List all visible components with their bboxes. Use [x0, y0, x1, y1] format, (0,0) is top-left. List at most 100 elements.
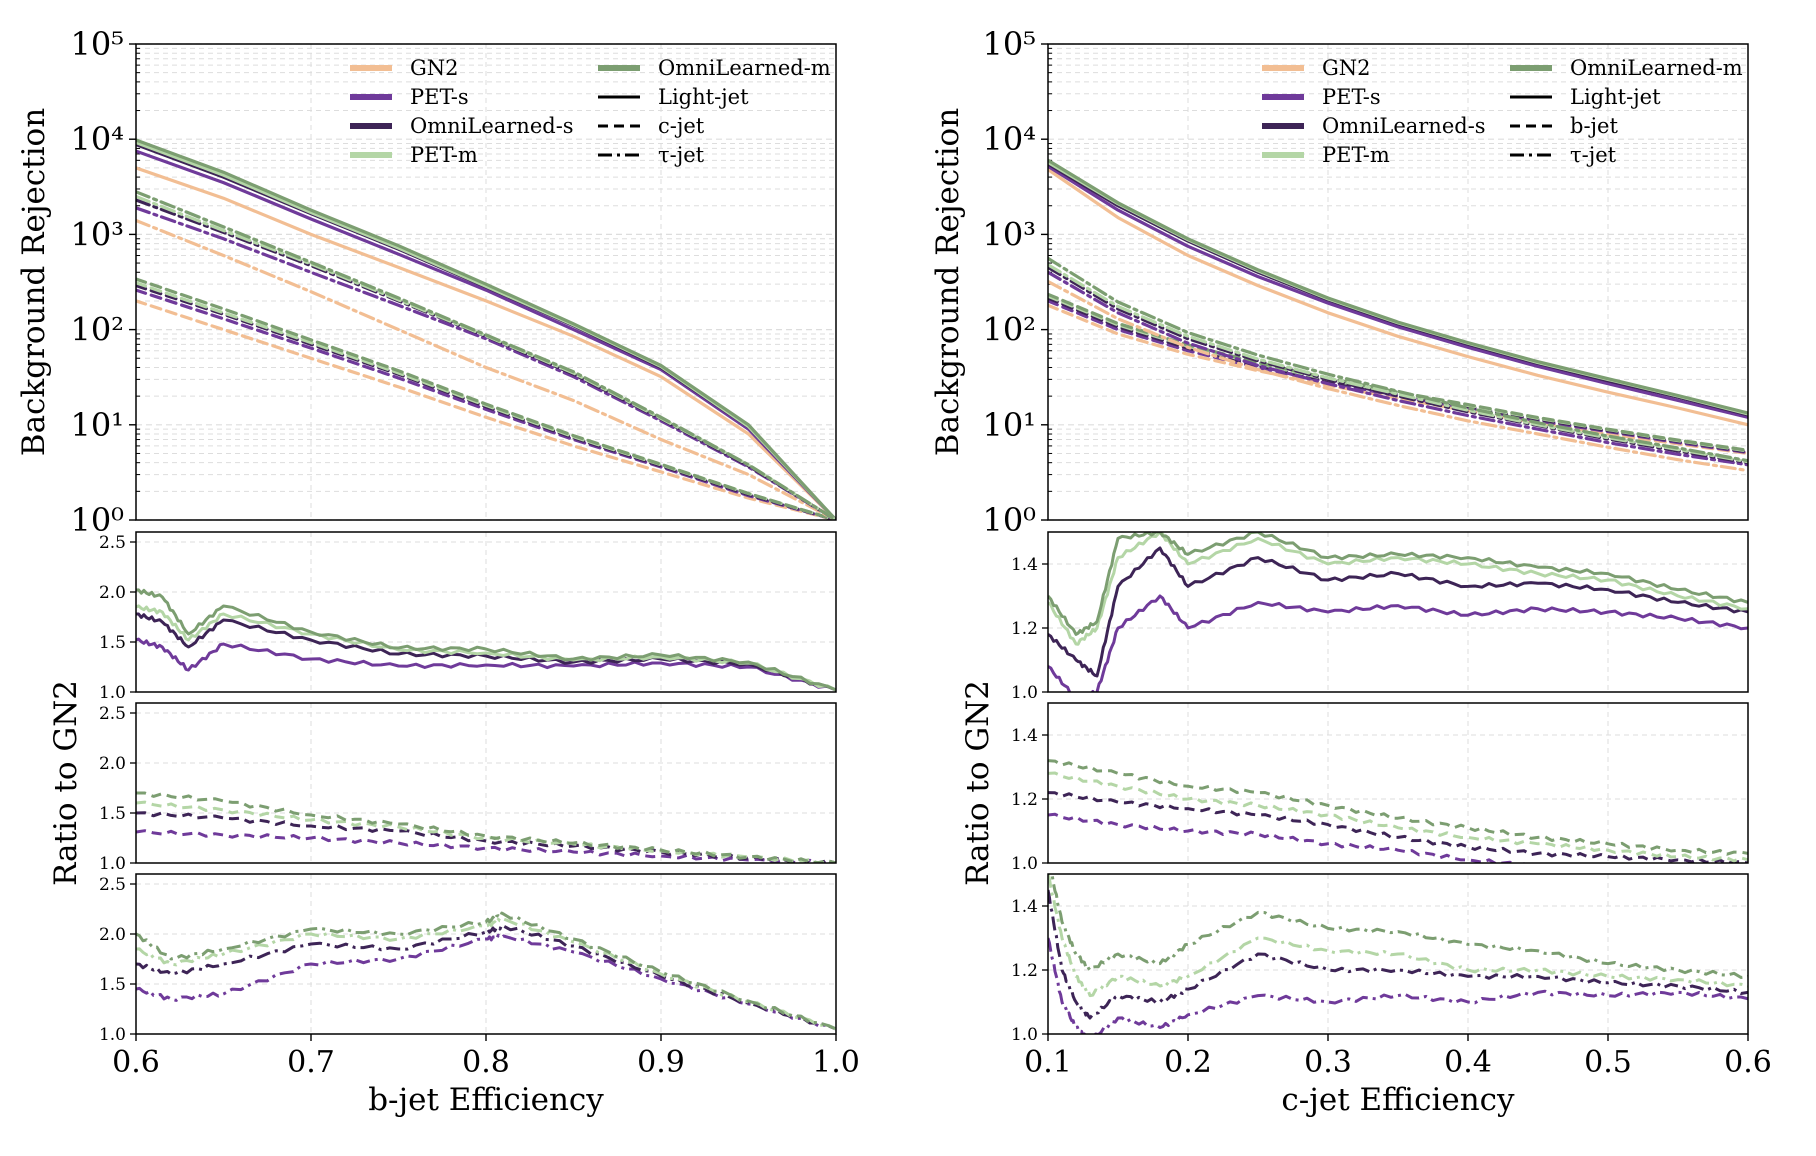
ratio-series-group: [136, 588, 836, 692]
ratio-frame: [135, 531, 837, 693]
ratio-series-group: [136, 791, 836, 863]
ratio-line-omnilearned-m-jet: [136, 911, 836, 1031]
ratio-line-omnilearned-s-jet: [136, 923, 836, 1031]
ratio-line-pet-s-light-jet: [1048, 594, 1748, 692]
legend-label-omnilearned-m: OmniLearned-m: [1570, 56, 1743, 80]
left-panel: 10⁰ 10¹ 10² 10³ 10⁴ 10⁵ Background Rejection GN…: [16, 25, 860, 1118]
ratio-line-omnilearned-s-light-jet: [136, 612, 836, 692]
legend-style-label-jet: τ-jet: [658, 143, 705, 167]
y-tick-label: 1.0: [1011, 683, 1038, 703]
x-tick-label: 0.9: [637, 1045, 685, 1080]
series-line-gn2-light-jet: [1048, 167, 1748, 427]
legend-label-pet-m: PET-m: [410, 143, 478, 167]
ratio-frame: [1047, 702, 1749, 864]
legend-style-label-light-jet: Light-jet: [1570, 85, 1661, 109]
y-tick-label: 10⁴: [982, 120, 1036, 158]
series-line-omnilearned-s-jet: [136, 198, 836, 520]
ratio-series-group: [136, 911, 836, 1031]
y-tick-label: 10⁵: [70, 25, 124, 63]
x-tick-label: 0.1: [1024, 1045, 1072, 1080]
x-tick-label: 0.7: [287, 1045, 335, 1080]
y-tick-label: 10³: [70, 215, 124, 253]
x-tick-label: 0.8: [462, 1045, 510, 1080]
ratio-plot-jet: 1.0 1.2 1.4: [1011, 873, 1749, 1045]
y-tick-label: 2.5: [99, 875, 126, 895]
ratio-line-pet-m-light-jet: [1048, 532, 1748, 646]
x-axis-label: b-jet Efficiency: [368, 1082, 604, 1118]
series-line-omnilearned-m-light-jet: [1048, 158, 1748, 415]
plot-frame: [135, 43, 837, 521]
series-line-omnilearned-m-c-jet: [136, 277, 836, 520]
y-tick-label: 1.5: [99, 975, 126, 995]
series-line-pet-s-jet: [1048, 270, 1748, 467]
y-tick-label: 10²: [982, 311, 1036, 349]
y-tick-label: 1.4: [1011, 555, 1038, 575]
y-tick-label: 2.0: [99, 754, 126, 774]
ratio-frame: [1047, 531, 1749, 693]
legend-style-label-b-jet: b-jet: [1570, 114, 1618, 138]
legend-style-label-light-jet: Light-jet: [658, 85, 749, 109]
y-tick-label: 1.2: [1011, 961, 1038, 981]
y-tick-label: 1.0: [99, 1025, 126, 1045]
y-tick-label: 1.4: [1011, 726, 1038, 746]
series-line-gn2-b-jet: [1048, 303, 1748, 456]
y-tick-label: 10³: [982, 215, 1036, 253]
ratio-line-pet-m-jet: [1048, 874, 1748, 998]
right-panel: 10⁰ 10¹ 10² 10³ 10⁴ 10⁵ Background Rejection GN…: [930, 25, 1772, 1118]
ratio-line-pet-s-c-jet: [136, 829, 836, 863]
y-tick-label: 1.0: [1011, 854, 1038, 874]
series-line-omnilearned-m-jet: [1048, 256, 1748, 463]
series-line-omnilearned-m-jet: [136, 190, 836, 520]
legend-label-omnilearned-m: OmniLearned-m: [658, 56, 831, 80]
series-line-pet-s-light-jet: [1048, 164, 1748, 419]
y-tick-label: 10¹: [70, 406, 124, 444]
y-tick-label: 1.2: [1011, 619, 1038, 639]
ratio-y-axis-label: Ratio to GN2: [48, 680, 84, 886]
y-tick-label: 10⁰: [982, 501, 1036, 539]
ratio-series-group: [1048, 759, 1748, 863]
legend: GN2 PET-s OmniLearned-s PET-m OmniLearned-m L…: [1262, 56, 1743, 167]
y-tick-label: 10⁰: [70, 501, 124, 539]
ratio-line-omnilearned-m-light-jet: [1048, 532, 1748, 636]
plot-frame: [1047, 43, 1749, 521]
ratio-line-omnilearned-m-b-jet: [1048, 759, 1748, 856]
x-tick-label: 0.5: [1584, 1045, 1632, 1080]
ratio-plot-b-jet: 1.0 1.2 1.4: [1011, 702, 1749, 874]
legend-style-label-c-jet: c-jet: [658, 114, 705, 138]
ratio-line-omnilearned-s-light-jet: [1048, 546, 1748, 678]
legend-label-pet-m: PET-m: [1322, 143, 1390, 167]
ratio-line-omnilearned-m-light-jet: [136, 588, 836, 692]
series-line-gn2-light-jet: [136, 166, 836, 520]
x-tick-label: 1.0: [812, 1045, 860, 1080]
ratio-line-omnilearned-m-jet: [1049, 874, 1748, 979]
y-tick-label: 1.0: [99, 854, 126, 874]
y-tick-label: 2.5: [99, 704, 126, 724]
ratio-line-pet-s-jet: [1048, 937, 1748, 1034]
x-tick-label: 0.6: [112, 1045, 160, 1080]
ratio-line-omnilearned-s-b-jet: [1048, 791, 1748, 863]
ratio-frame: [135, 702, 837, 864]
series-group: [1048, 158, 1748, 473]
ratio-line-pet-m-c-jet: [136, 800, 836, 863]
series-line-omnilearned-m-b-jet: [1048, 292, 1748, 452]
ratio-plot-light-jet: 1.0 1.5 2.0 2.5: [99, 531, 837, 703]
x-tick-label: 0.3: [1304, 1045, 1352, 1080]
ratio-y-axis-label: Ratio to GN2: [960, 680, 996, 886]
y-tick-label: 10⁴: [70, 120, 124, 158]
x-axis-label: c-jet Efficiency: [1281, 1082, 1515, 1118]
y-tick-label: 2.0: [99, 583, 126, 603]
y-tick-label: 1.4: [1011, 897, 1038, 917]
ratio-series-group: [1048, 532, 1748, 692]
x-tick-label: 0.4: [1444, 1045, 1492, 1080]
series-line-pet-s-light-jet: [136, 149, 836, 520]
ratio-line-pet-s-b-jet: [1048, 812, 1528, 863]
y-tick-label: 1.0: [99, 683, 126, 703]
y-tick-label: 1.2: [1011, 790, 1038, 810]
ratio-line-omnilearned-m-c-jet: [136, 791, 836, 863]
legend-label-pet-s: PET-s: [410, 85, 469, 109]
y-tick-label: 1.5: [99, 633, 126, 653]
y-tick-label: 2.5: [99, 533, 126, 553]
x-tick-label: 0.6: [1724, 1045, 1772, 1080]
x-tick-label: 0.2: [1164, 1045, 1212, 1080]
